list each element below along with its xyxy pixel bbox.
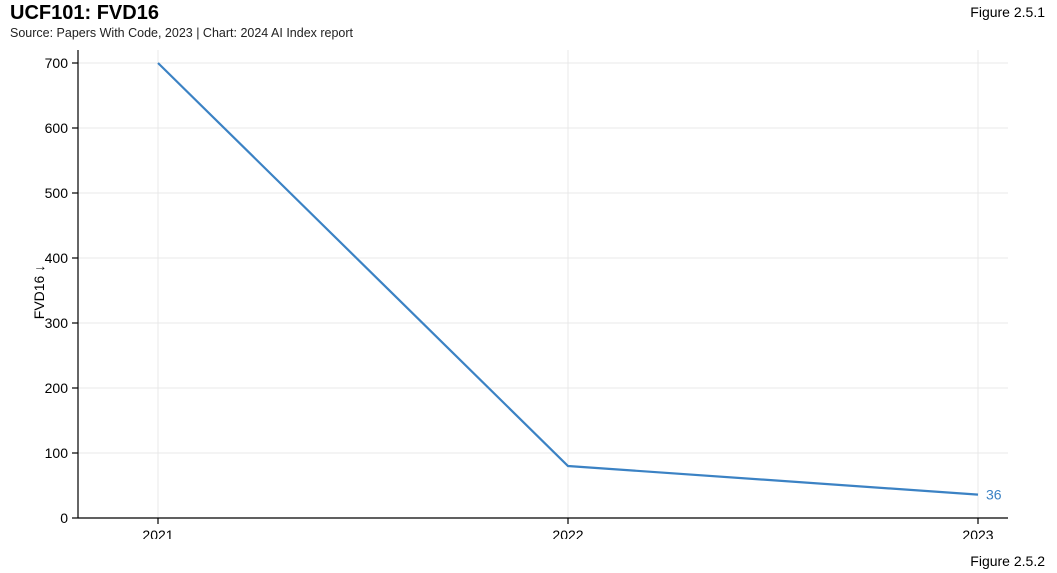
x-tick-label: 2023 — [962, 527, 993, 539]
chart-title: UCF101: FVD16 — [10, 0, 1047, 25]
line-chart: 0 100 200 300 400 500 600 700 2021 2022 2023 36 — [20, 44, 1040, 539]
x-tick-label: 2022 — [552, 527, 583, 539]
y-tick-label: 700 — [45, 55, 69, 71]
series-end-label: 36 — [986, 487, 1002, 503]
y-tick-label: 300 — [45, 315, 69, 331]
chart-source: Source: Papers With Code, 2023 | Chart: … — [10, 26, 1047, 40]
figure-label-bottom: Figure 2.5.2 — [970, 553, 1045, 569]
y-tick-label: 100 — [45, 445, 69, 461]
y-tick-label: 500 — [45, 185, 69, 201]
y-tick-label: 600 — [45, 120, 69, 136]
x-tick-label: 2021 — [142, 527, 173, 539]
y-tick-label: 0 — [60, 510, 68, 526]
y-tick-label: 400 — [45, 250, 69, 266]
y-axis-label: FVD16 ↓ — [31, 264, 47, 318]
y-tick-label: 200 — [45, 380, 69, 396]
figure-label-top: Figure 2.5.1 — [970, 4, 1045, 20]
chart-container: FVD16 ↓ 0 100 200 300 400 500 600 700 2021 2022 20… — [20, 44, 1040, 539]
